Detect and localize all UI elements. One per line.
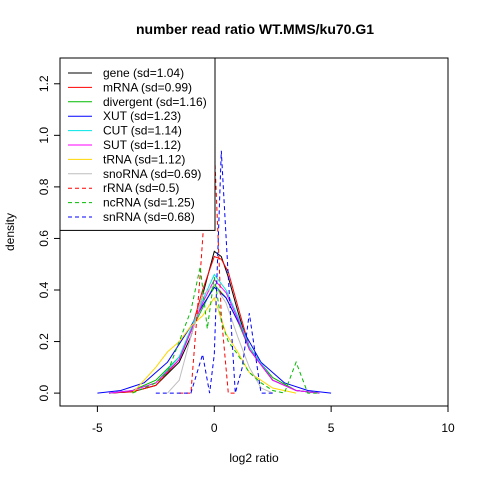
y-tick-label: 0.6 [37, 230, 51, 247]
x-axis-label: log2 ratio [229, 451, 279, 465]
legend-label: gene (sd=1.04) [103, 66, 184, 80]
chart-title: number read ratio WT.MMS/ku70.G1 [136, 21, 374, 37]
series-line-4 [109, 273, 320, 394]
legend-box [59, 57, 216, 231]
y-tick-label: 0.8 [37, 178, 51, 195]
legend-label: divergent (sd=1.16) [103, 95, 207, 109]
legend-label: XUT (sd=1.23) [103, 109, 181, 123]
legend-label: snRNA (sd=0.68) [103, 210, 195, 224]
x-axis: -5 0 5 10 [92, 406, 455, 435]
legend-label: ncRNA (sd=1.25) [103, 196, 195, 210]
y-axis: 0.0 0.2 0.4 0.6 0.8 1.0 1.2 [37, 75, 60, 401]
y-tick-label: 0.0 [37, 384, 51, 401]
x-tick-label: 5 [328, 421, 335, 435]
series-layer [97, 145, 332, 394]
legend: gene (sd=1.04)mRNA (sd=0.99)divergent (s… [59, 57, 216, 231]
legend-label: mRNA (sd=0.99) [103, 80, 192, 94]
y-tick-label: 0.4 [37, 281, 51, 298]
series-line-9 [132, 266, 320, 394]
y-tick-label: 1.2 [37, 75, 51, 92]
series-line-1 [109, 255, 320, 394]
y-tick-label: 1.0 [37, 127, 51, 144]
series-line-7 [167, 284, 273, 394]
legend-label: SUT (sd=1.12) [103, 138, 181, 152]
x-tick-label: 0 [211, 421, 218, 435]
series-line-10 [155, 150, 273, 394]
legend-label: tRNA (sd=1.12) [103, 152, 185, 166]
legend-label: rRNA (sd=0.5) [103, 181, 179, 195]
plot-frame [59, 57, 449, 407]
series-line-5 [109, 278, 320, 394]
x-tick-label: 10 [441, 421, 455, 435]
series-line-3 [97, 286, 332, 394]
series-line-0 [109, 250, 320, 394]
x-tick-label: -5 [92, 421, 103, 435]
legend-label: snoRNA (sd=0.69) [103, 167, 201, 181]
y-tick-label: 0.2 [37, 333, 51, 350]
legend-label: CUT (sd=1.14) [103, 124, 182, 138]
series-line-2 [109, 283, 320, 394]
y-axis-label: density [3, 213, 17, 251]
